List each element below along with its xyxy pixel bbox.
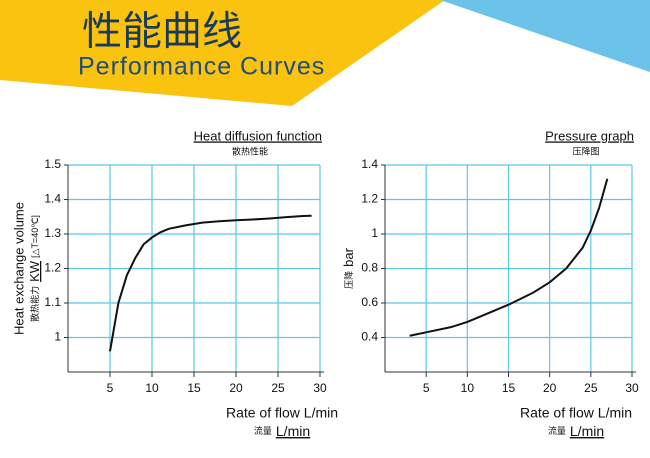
y-label-cn: 散热能力 KW [△T=40℃] <box>27 215 42 322</box>
y-tick-label: 0.6 <box>361 295 378 309</box>
x-tick-label: 20 <box>543 381 557 395</box>
x-label-cn: 流量 L/min <box>254 423 310 439</box>
y-label: Heat exchange volume <box>11 202 26 335</box>
y-label-cn-text: 散热能力 <box>29 286 40 322</box>
y-tick-label: 1.4 <box>44 192 61 206</box>
curve <box>109 214 312 352</box>
header-title-cn: 性能曲线 <box>82 10 242 54</box>
x-tick-label: 10 <box>145 381 159 395</box>
chart-title: Heat diffusion function <box>194 128 322 143</box>
x-tick-label: 10 <box>461 381 475 395</box>
y-tick-label: 1 <box>54 330 61 344</box>
y-label-cn-text: 压降 <box>343 271 354 289</box>
header-accent <box>440 0 650 72</box>
y-unit: KW <box>27 260 42 282</box>
y-unit: bar <box>341 247 356 266</box>
x-tick-label: 30 <box>313 381 327 395</box>
header-band <box>0 0 445 106</box>
x-label-cn: 流量 L/min <box>548 423 604 439</box>
chart-subtitle: 压降图 <box>572 145 599 156</box>
y-note: [△T=40℃] <box>30 215 40 258</box>
x-tick-label: 15 <box>187 381 201 395</box>
x-tick-label: 15 <box>502 381 516 395</box>
x-tick-label: 30 <box>625 381 639 395</box>
x-tick-label: 25 <box>584 381 598 395</box>
y-label-cn: 压降 bar <box>341 247 356 288</box>
x-tick-label: 5 <box>107 381 114 395</box>
curve <box>409 178 609 337</box>
y-tick-label: 1.3 <box>44 226 61 240</box>
y-tick-label: 1.2 <box>361 192 378 206</box>
y-tick-label: 0.8 <box>361 261 378 275</box>
chart-subtitle: 散热性能 <box>232 145 268 156</box>
y-tick-label: 1.1 <box>44 295 61 309</box>
x-label: Rate of flow L/min <box>520 405 632 421</box>
x-label: Rate of flow L/min <box>226 405 338 421</box>
y-tick-label: 1.4 <box>361 157 378 171</box>
x-tick-label: 25 <box>271 381 285 395</box>
y-tick-label: 1 <box>371 226 378 240</box>
x-unit: L/min <box>570 423 604 439</box>
y-tick-label: 0.4 <box>361 330 378 344</box>
header-title-en: Performance Curves <box>78 53 325 81</box>
chart-title: Pressure graph <box>545 128 634 143</box>
x-tick-label: 20 <box>229 381 243 395</box>
x-label-cn-text: 流量 <box>254 425 272 436</box>
x-tick-label: 5 <box>423 381 430 395</box>
y-tick-label: 1.5 <box>44 157 61 171</box>
x-unit: L/min <box>276 423 310 439</box>
x-label-cn-text: 流量 <box>548 425 566 436</box>
y-tick-label: 1.2 <box>44 261 61 275</box>
